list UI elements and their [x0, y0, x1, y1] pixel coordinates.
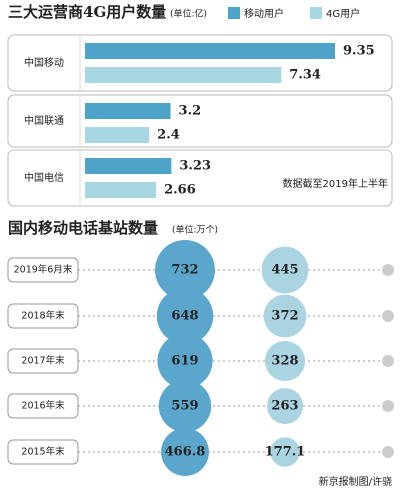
value-label: 2.4 [157, 128, 180, 143]
end-dot [382, 310, 394, 322]
end-dot [382, 446, 394, 458]
value-label: 177.1 [265, 445, 306, 460]
end-dot [382, 355, 394, 367]
value-label: 2.66 [164, 183, 196, 198]
chart-title: 三大运营商4G用户数量 [8, 3, 166, 21]
bar [85, 182, 157, 198]
legend-label: 4G用户 [326, 7, 360, 20]
legend-swatch [228, 7, 240, 19]
end-dot [382, 400, 394, 412]
annotation: 数据截至2019年上半年 [283, 177, 388, 190]
category-box [7, 393, 79, 419]
bar [85, 103, 171, 119]
legend-label: 移动用户 [244, 7, 284, 20]
value-label: 559 [171, 399, 198, 414]
panel [7, 34, 393, 92]
value-label: 648 [171, 309, 198, 324]
chart-title: 国内移动电话基站数量 [8, 219, 158, 237]
bubble [264, 340, 306, 382]
value-label: 466.8 [165, 445, 206, 460]
category-label: 中国电信 [24, 171, 64, 184]
category-label: 2019年6月末 [14, 264, 73, 276]
chart-subtitle: (单位:亿) [170, 8, 207, 20]
bubble [270, 437, 300, 467]
value-label: 732 [171, 263, 198, 278]
bar [85, 158, 172, 174]
category-box [7, 303, 79, 329]
category-label: 中国联通 [24, 114, 64, 127]
value-label: 328 [271, 354, 298, 369]
bar [85, 43, 335, 59]
bubble [261, 246, 309, 294]
category-box [7, 439, 79, 465]
bubble [267, 388, 303, 424]
bar [85, 67, 282, 83]
value-label: 619 [171, 354, 198, 369]
category-label: 2017年末 [21, 355, 65, 367]
panel [7, 149, 393, 207]
bubble [157, 333, 213, 389]
category-label: 2015年末 [21, 446, 65, 458]
chart-subtitle: (单位:万个) [172, 224, 218, 236]
category-label: 中国移动 [24, 56, 64, 69]
value-label: 372 [271, 309, 298, 324]
credit: 新京报制图/许骁 [319, 475, 392, 488]
value-label: 9.35 [343, 44, 375, 59]
end-dot [382, 264, 394, 276]
bubble [161, 428, 209, 476]
value-label: 445 [271, 263, 298, 278]
value-label: 3.23 [179, 159, 211, 174]
legend-swatch [310, 7, 322, 19]
bubble [155, 240, 215, 300]
value-label: 7.34 [289, 68, 321, 83]
category-box [7, 257, 79, 283]
category-label: 2016年末 [21, 400, 65, 412]
category-box [7, 348, 79, 374]
bubble [158, 379, 212, 433]
value-label: 3.2 [179, 104, 202, 119]
value-label: 263 [271, 399, 298, 414]
panel [7, 94, 393, 148]
bubble [263, 294, 307, 338]
category-label: 2018年末 [21, 310, 65, 322]
bubble [156, 287, 214, 345]
bar [85, 127, 150, 143]
